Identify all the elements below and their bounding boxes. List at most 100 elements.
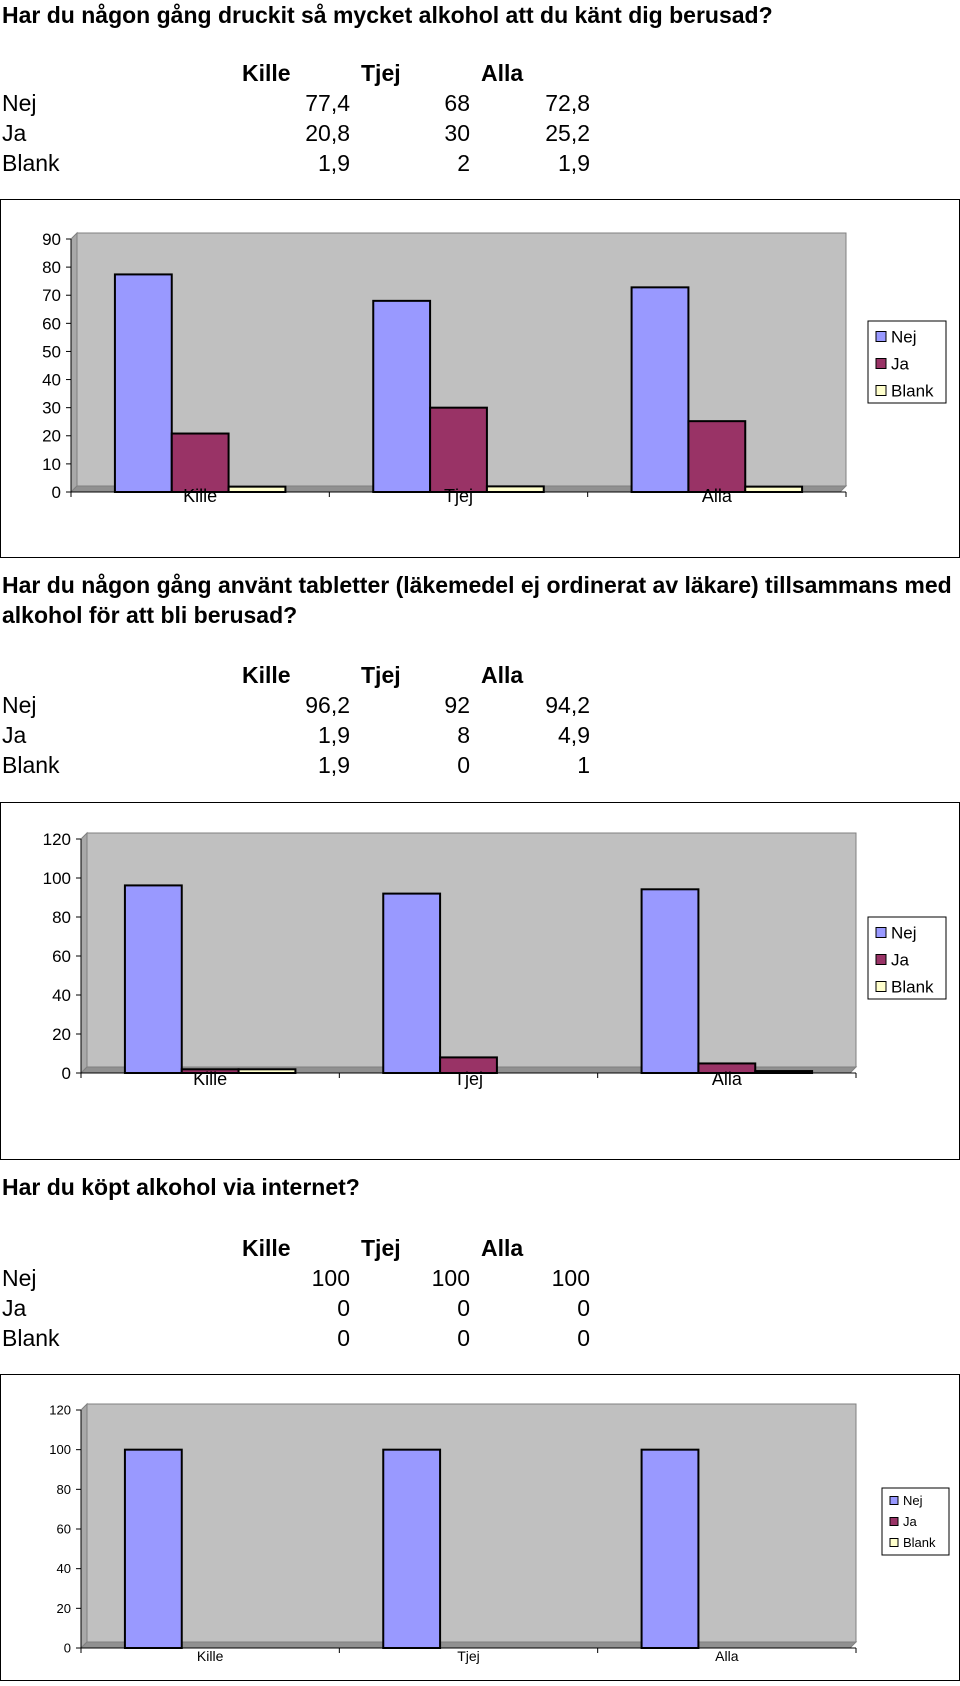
- legend-swatch: [875, 981, 887, 992]
- bar-nej: [123, 1448, 183, 1649]
- y-tick-label: 10: [42, 455, 61, 474]
- bar-nej: [113, 273, 173, 493]
- row-label: Ja: [2, 722, 27, 748]
- table-cell: 0: [337, 1295, 350, 1321]
- col-header: Tjej: [361, 60, 401, 86]
- y-tick-label: 40: [52, 986, 71, 1005]
- row-label: Blank: [2, 1325, 60, 1351]
- legend-swatch: [889, 1538, 899, 1547]
- legend-label: Nej: [891, 327, 917, 346]
- table-header-row: Kille Tjej Alla: [0, 660, 600, 690]
- bar-nej: [372, 299, 432, 493]
- table-cell: 25,2: [545, 120, 590, 146]
- plot-area: [86, 832, 857, 1068]
- bar-nej: [640, 1448, 700, 1649]
- bar-blank: [237, 1068, 297, 1075]
- table-cell: 96,2: [305, 692, 350, 718]
- question-title: Har du köpt alkohol via internet?: [2, 1174, 360, 1200]
- bar-ja: [429, 406, 488, 494]
- table-cell: 100: [551, 1265, 590, 1291]
- row-label: Ja: [2, 120, 27, 146]
- y-tick-label: 60: [42, 314, 61, 333]
- col-header: Alla: [481, 1235, 524, 1261]
- legend-swatch: [875, 331, 887, 342]
- y-tick-label: 60: [57, 1522, 71, 1537]
- row-label: Blank: [2, 752, 60, 778]
- table-cell: 92: [444, 692, 470, 718]
- table-cell: 100: [431, 1265, 470, 1291]
- bar-blank: [754, 1070, 814, 1074]
- y-tick-label: 80: [42, 258, 61, 277]
- table-cell: 30: [444, 120, 470, 146]
- table-cell: 0: [337, 1325, 350, 1351]
- bar-blank: [744, 485, 804, 493]
- x-category-label: Tjej: [444, 486, 473, 506]
- col-header: Tjej: [361, 662, 401, 688]
- bar-blank: [485, 485, 545, 493]
- col-header: Alla: [481, 662, 524, 688]
- chart-canvas: 0 20 40 60 80 100 120 Kille Tjej Alla Nej Ja Blank: [49, 1402, 950, 1664]
- legend-swatch: [875, 358, 887, 369]
- x-category-label: Alla: [715, 1648, 739, 1664]
- table-row: Ja 1,9 8 4,9: [0, 720, 600, 750]
- legend-label: Nej: [891, 923, 917, 942]
- chart-canvas: 0 10 20 30 40 50 60 70 80 90 Kille Tjej Alla Nej Ja Bla…: [42, 230, 947, 506]
- table-row: Blank 1,9 2 1,9: [0, 148, 600, 178]
- bar-ja: [439, 1056, 498, 1074]
- col-header: Kille: [242, 1235, 291, 1261]
- bar-nej: [640, 888, 700, 1074]
- table-cell: 94,2: [545, 692, 590, 718]
- bar-chart-1: 0 10 20 30 40 50 60 70 80 90 Kille Tjej Alla Nej Ja Bla…: [0, 199, 960, 558]
- table-cell: 1,9: [318, 722, 350, 748]
- row-label: Blank: [2, 150, 60, 176]
- y-tick-label: 40: [57, 1561, 71, 1576]
- x-category-label: Alla: [702, 486, 733, 506]
- question-title: Har du någon gång använt tabletter (läke…: [2, 572, 952, 628]
- x-category-label: Tjej: [454, 1069, 483, 1089]
- y-tick-label: 100: [43, 869, 71, 888]
- bar-ja: [687, 420, 747, 493]
- table-row: Nej 96,2 92 94,2: [0, 690, 600, 720]
- table-cell: 1: [577, 752, 590, 778]
- table-cell: 77,4: [305, 90, 350, 116]
- table-row: Ja 20,8 30 25,2: [0, 118, 600, 148]
- table-cell: 100: [311, 1265, 350, 1291]
- legend-label: Blank: [903, 1535, 936, 1550]
- bar-nej: [382, 1448, 442, 1649]
- table-cell: 0: [457, 752, 470, 778]
- x-category-label: Kille: [197, 1648, 224, 1664]
- table-cell: 1,9: [558, 150, 590, 176]
- bar-nej: [123, 884, 183, 1074]
- bar-blank: [227, 485, 287, 493]
- table-row: Nej 100 100 100: [0, 1263, 600, 1293]
- legend-label: Ja: [903, 1514, 918, 1529]
- table-cell: 1,9: [318, 752, 350, 778]
- table-row: Blank 0 0 0: [0, 1323, 600, 1353]
- row-label: Nej: [2, 1265, 37, 1291]
- table-cell: 8: [457, 722, 470, 748]
- question-title: Har du någon gång druckit så mycket alko…: [2, 2, 773, 28]
- legend-label: Blank: [891, 977, 934, 996]
- legend-swatch: [875, 385, 887, 396]
- col-header: Tjej: [361, 1235, 401, 1261]
- y-tick-label: 0: [52, 483, 61, 502]
- table-cell: 0: [577, 1295, 590, 1321]
- plot-area: [86, 1403, 857, 1643]
- y-tick-label: 40: [42, 371, 61, 390]
- plot-side-wall: [70, 231, 78, 494]
- legend-label: Ja: [891, 354, 910, 373]
- table-row: Ja 0 0 0: [0, 1293, 600, 1323]
- table-cell: 0: [457, 1295, 470, 1321]
- plot-side-wall: [80, 831, 88, 1075]
- table-cell: 2: [457, 150, 470, 176]
- row-label: Ja: [2, 1295, 27, 1321]
- table-cell: 0: [457, 1325, 470, 1351]
- y-tick-label: 120: [49, 1403, 71, 1418]
- bar-nej: [382, 892, 442, 1074]
- y-tick-label: 120: [43, 830, 71, 849]
- table-header-row: Kille Tjej Alla: [0, 1233, 600, 1263]
- y-tick-label: 0: [64, 1641, 71, 1656]
- plot-side-wall: [80, 1402, 88, 1650]
- table-cell: 4,9: [558, 722, 590, 748]
- row-label: Nej: [2, 692, 37, 718]
